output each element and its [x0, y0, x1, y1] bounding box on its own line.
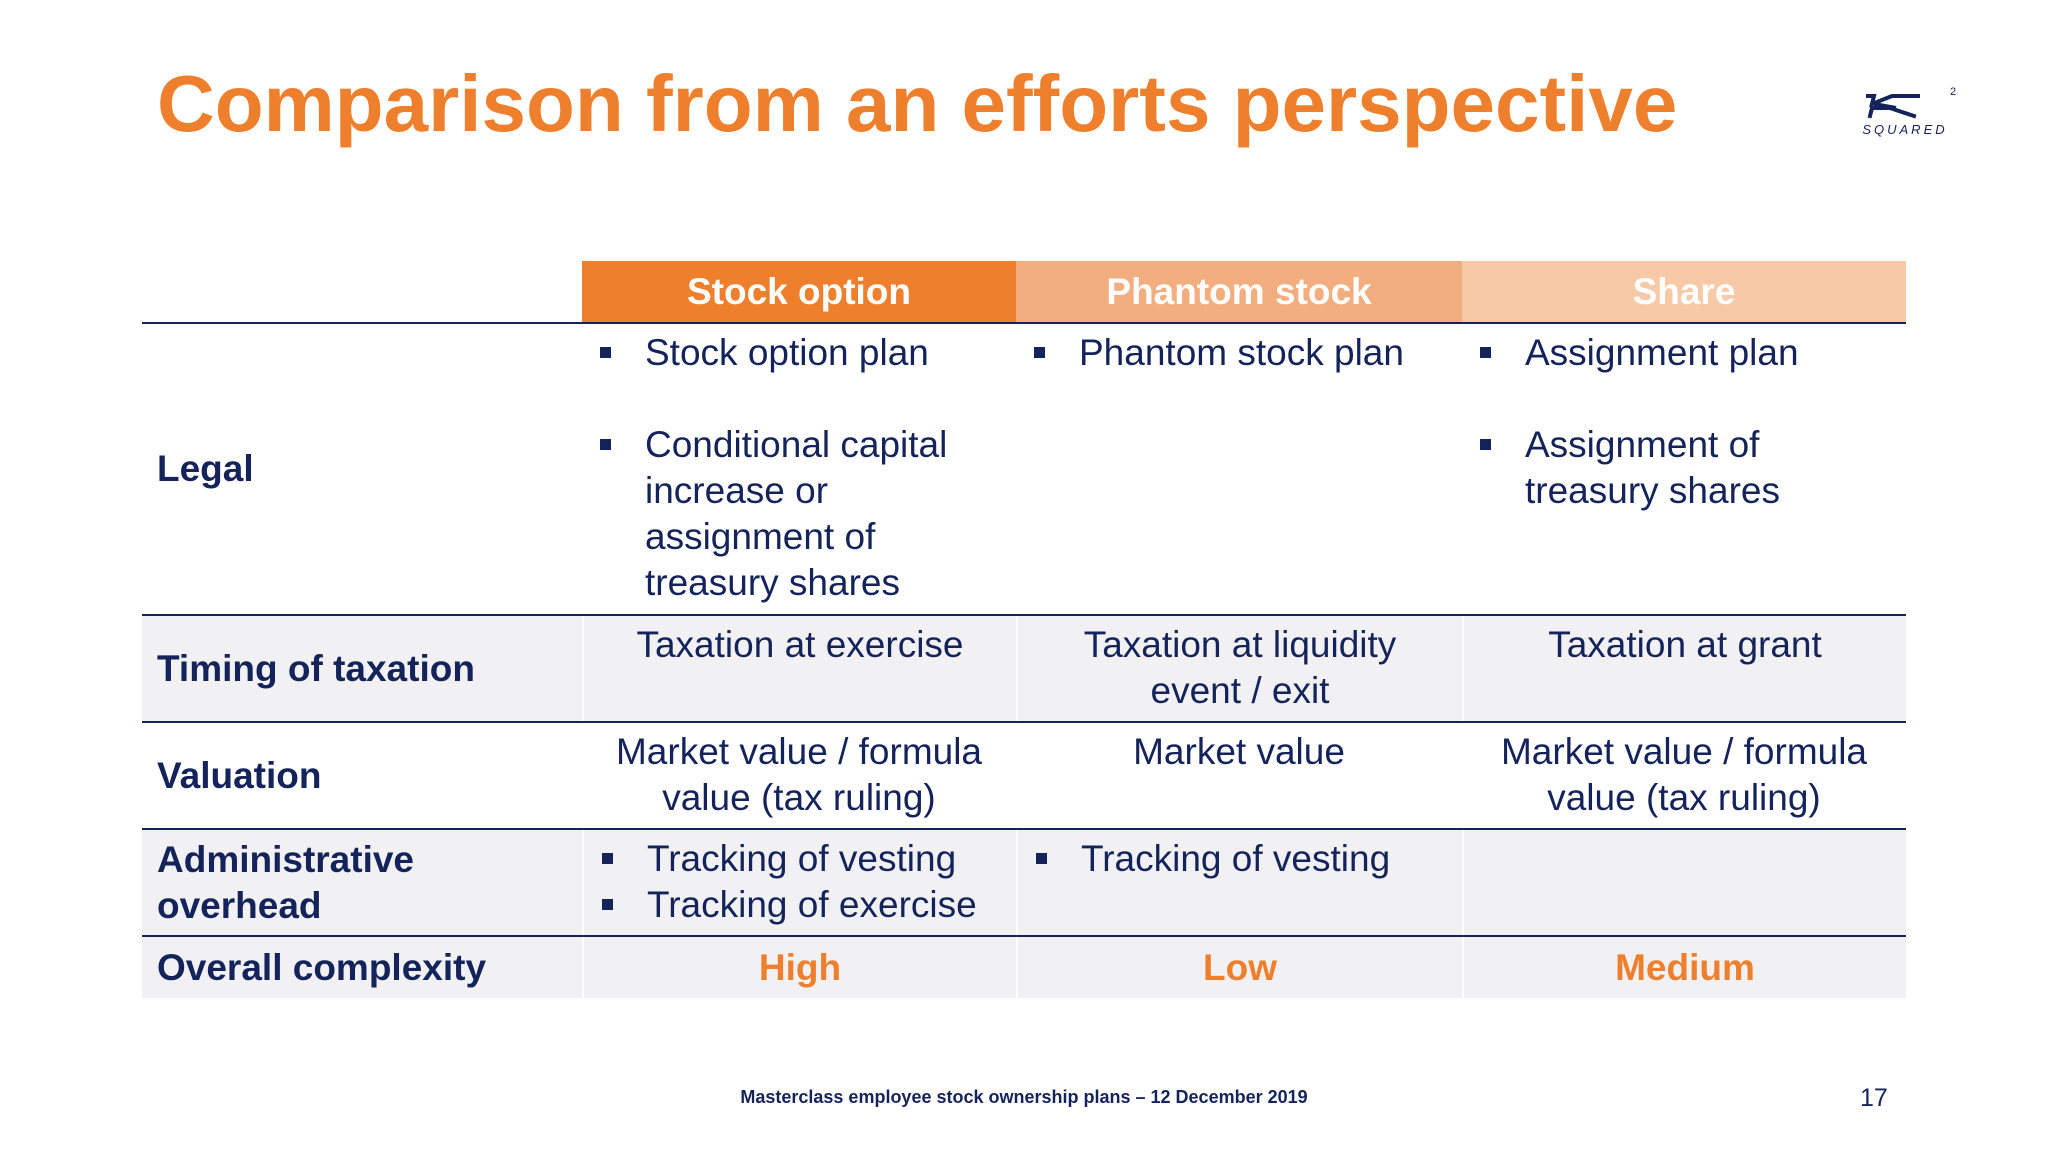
table-row-valuation: Valuation Market value / formula value (…	[142, 723, 1906, 828]
logo-superscript: 2	[1950, 86, 1957, 98]
column-header-stock-option: Stock option	[582, 261, 1016, 322]
row-divider	[142, 721, 1906, 723]
row-label-complexity: Overall complexity	[142, 937, 582, 998]
list-item: Assignment of treasury shares	[1462, 422, 1825, 514]
list-item: Tracking of vesting	[584, 836, 1016, 882]
list-item: Conditional capital increase or assignme…	[582, 422, 965, 606]
list-item: Phantom stock plan	[1016, 330, 1462, 376]
cell-timing-share: Taxation at grant	[1462, 616, 1906, 721]
list-item: Tracking of exercise	[584, 882, 1016, 928]
table-row-admin: Administrative overhead Tracking of vest…	[142, 830, 1906, 935]
row-label-valuation: Valuation	[157, 754, 322, 796]
list-item: Tracking of vesting	[1018, 836, 1462, 882]
cell-text: Market value / formula value (tax ruling…	[615, 731, 983, 818]
cell-legal-stock-option: Stock option plan Conditional capital in…	[582, 324, 1016, 614]
row-divider	[142, 614, 1906, 616]
cell-valuation-phantom-stock: Market value	[1133, 731, 1345, 772]
row-divider	[142, 828, 1906, 830]
table-header-row: Stock option Phantom stock Share	[142, 261, 1906, 322]
page-number: 17	[1860, 1084, 1888, 1112]
row-label-admin: Administrative overhead	[142, 830, 582, 935]
table-row-timing: Timing of taxation Taxation at exercise …	[142, 616, 1906, 721]
cell-complexity-phantom-stock: Low	[1016, 937, 1462, 998]
row-label-legal: Legal	[157, 448, 254, 489]
k-squared-logo: 2 SQUARED	[1830, 86, 1980, 142]
cell-valuation-share: Market value / formula value (tax ruling…	[1462, 723, 1906, 828]
table-row-complexity: Overall complexity High Low Medium	[142, 937, 1906, 998]
cell-valuation-stock-option: Market value / formula value (tax ruling…	[582, 723, 1016, 828]
cell-timing-stock-option: Taxation at exercise	[582, 616, 1016, 721]
list-item: Stock option plan	[582, 330, 1016, 376]
cell-complexity-share: Medium	[1462, 937, 1906, 998]
cell-complexity-stock-option: High	[582, 937, 1016, 998]
cell-admin-stock-option: Tracking of vesting Tracking of exercise	[582, 830, 1016, 935]
k-logo-icon	[1866, 94, 1920, 119]
slide-footer: Masterclass employee stock ownership pla…	[740, 1087, 1308, 1107]
cell-admin-phantom-stock: Tracking of vesting	[1016, 830, 1462, 935]
cell-admin-share	[1462, 830, 1906, 935]
table-row-legal: Legal Stock option plan Conditional capi…	[142, 324, 1906, 614]
cell-legal-share: Assignment plan Assignment of treasury s…	[1462, 324, 1906, 614]
cell-legal-phantom-stock: Phantom stock plan	[1016, 324, 1462, 614]
header-divider	[142, 322, 1906, 324]
cell-text: Taxation at liquidity event / exit	[1083, 624, 1397, 711]
cell-timing-phantom-stock: Taxation at liquidity event / exit	[1016, 616, 1462, 721]
cell-text: Market value / formula value (tax ruling…	[1500, 731, 1868, 818]
column-header-share: Share	[1462, 261, 1906, 322]
row-label-timing: Timing of taxation	[142, 616, 582, 721]
logo-wordmark: SQUARED	[1862, 122, 1948, 137]
list-item: Assignment plan	[1462, 330, 1906, 376]
row-divider	[142, 935, 1906, 937]
column-header-phantom-stock: Phantom stock	[1016, 261, 1462, 322]
slide-title: Comparison from an efforts perspective	[157, 59, 1678, 148]
